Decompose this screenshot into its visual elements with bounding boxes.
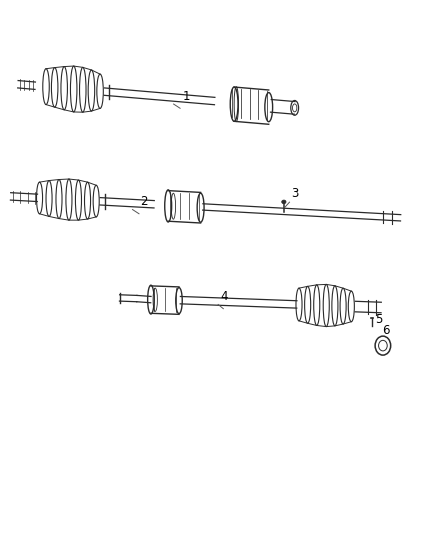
Text: 5: 5: [374, 312, 382, 326]
Text: 2: 2: [140, 196, 148, 208]
Text: 1: 1: [182, 90, 190, 103]
Ellipse shape: [282, 200, 286, 204]
Text: 3: 3: [292, 187, 299, 200]
Text: 6: 6: [382, 324, 389, 337]
Text: 4: 4: [220, 290, 228, 303]
